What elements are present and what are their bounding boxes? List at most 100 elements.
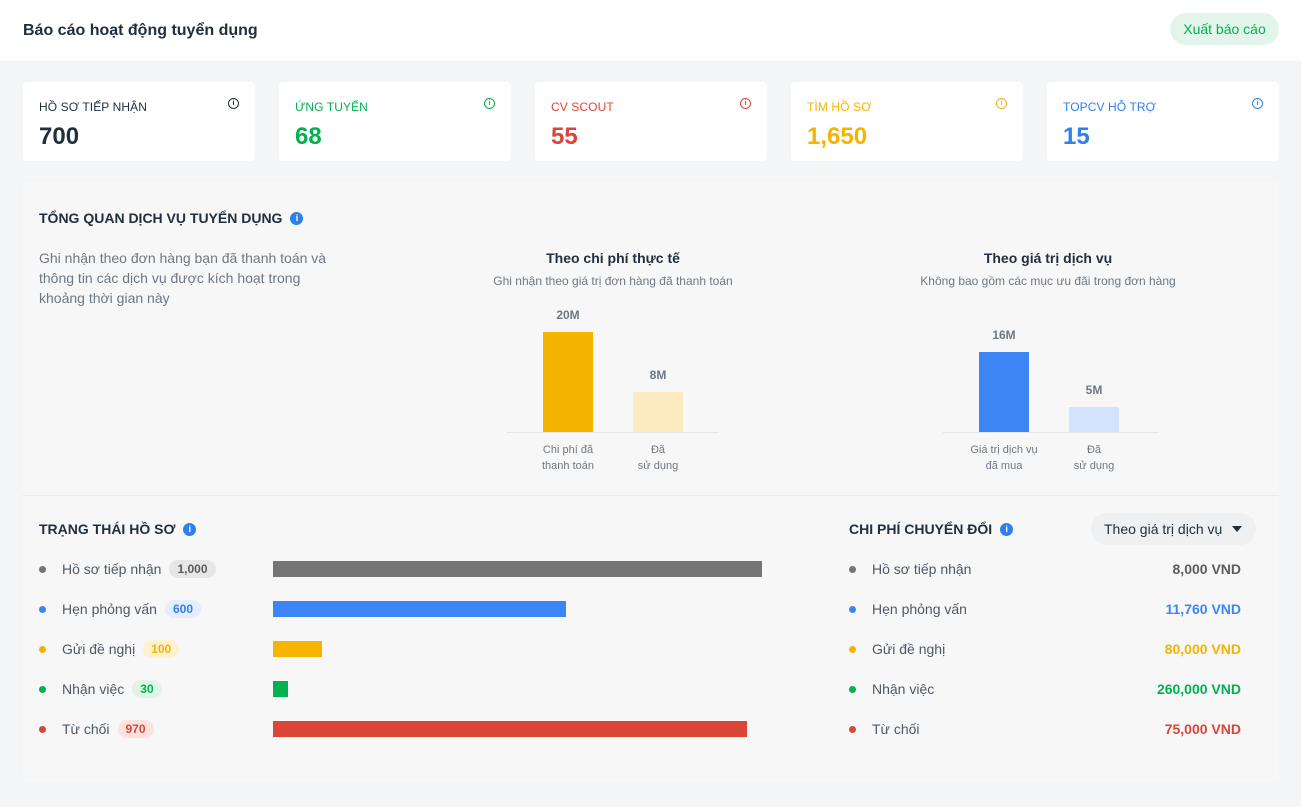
section-divider [23, 495, 1279, 496]
status-dot [39, 565, 46, 573]
status-bar [273, 641, 322, 657]
status-dot [39, 685, 46, 693]
info-icon[interactable]: i [183, 522, 197, 536]
conversion-value: 80,000 VND [1164, 641, 1241, 657]
conversion-label: Nhận việc [872, 681, 935, 697]
list-item: Nhận việc 260,000 VND [849, 679, 1241, 699]
stat-value: 1,650 [807, 123, 868, 150]
status-count-badge: 1,000 [169, 560, 216, 578]
chart-category-label: Chi phí đã [543, 444, 594, 456]
conversion-section-title: CHI PHÍ CHUYỂN ĐỔI i [849, 521, 1014, 537]
chart-subtitle-service-value: Không bao gồm các mục ưu đãi trong đơn h… [920, 274, 1176, 288]
conversion-title-text: CHI PHÍ CHUYỂN ĐỔI [849, 521, 993, 537]
overview-section-title: TỔNG QUAN DỊCH VỤ TUYỂN DỤNG i [39, 210, 304, 226]
actual-cost-chart: 20M Chi phí đã thanh toán 8M Đã sử dụng [507, 308, 719, 472]
chart-title-service-value: Theo giá trị dịch vụ [983, 250, 1113, 266]
info-icon[interactable]: i [484, 98, 495, 109]
chart-bar[interactable] [633, 392, 683, 432]
info-icon[interactable]: i [996, 98, 1007, 109]
status-dot [39, 725, 46, 733]
chart-category-label: Giá trị dịch vụ [970, 444, 1037, 456]
chart-value-label: 8M [650, 368, 667, 382]
chart-bar[interactable] [979, 352, 1029, 432]
status-bar [273, 721, 748, 737]
status-count-badge: 30 [132, 680, 162, 698]
conversion-label: Hồ sơ tiếp nhận [872, 561, 972, 577]
stat-label: HỒ SƠ TIẾP NHẬN [39, 100, 148, 114]
chart-subtitle-actual-cost: Ghi nhận theo giá trị đơn hàng đã thanh … [493, 274, 733, 288]
stat-card-cv-scout: CV SCOUT 55 i [535, 82, 767, 161]
conversion-value: 260,000 VND [1156, 681, 1241, 697]
status-label: Từ chối [62, 721, 110, 737]
status-label: Hồ sơ tiếp nhận [62, 561, 162, 577]
chart-category-label: sử dụng [638, 460, 678, 472]
chart-value-label: 16M [992, 328, 1015, 342]
status-label: Hẹn phỏng vấn [62, 601, 157, 617]
overview-title-text: TỔNG QUAN DỊCH VỤ TUYỂN DỤNG [39, 210, 283, 226]
status-dot [849, 725, 856, 733]
list-item: Nhận việc 30 [39, 679, 162, 699]
status-dot [849, 565, 856, 573]
dropdown-value: Theo giá trị dịch vụ [1104, 521, 1223, 537]
stat-card-received: HỒ SƠ TIẾP NHẬN 700 i [23, 82, 255, 161]
list-item: Gửi đề nghị 80,000 VND [849, 639, 1241, 659]
list-item: Từ chối 970 [39, 719, 154, 739]
status-dot [39, 645, 46, 653]
conversion-value: 75,000 VND [1164, 721, 1241, 737]
conversion-label: Hẹn phỏng vấn [872, 601, 967, 617]
stat-value: 15 [1063, 123, 1090, 150]
status-count-badge: 100 [143, 640, 180, 658]
list-item: Hẹn phỏng vấn 600 [39, 599, 201, 619]
stat-value: 55 [551, 123, 578, 150]
overview-description: Ghi nhận theo đơn hàng bạn đã thanh toán… [39, 250, 327, 306]
chart-category-label: Đã [651, 444, 666, 456]
chart-category-label: thanh toán [542, 460, 594, 472]
status-dot [849, 645, 856, 653]
stat-label: ỨNG TUYỂN [295, 100, 368, 114]
page-title: Báo cáo hoạt động tuyển dụng [23, 22, 258, 39]
stat-label: TOPCV HỖ TRỢ [1063, 100, 1157, 114]
chart-value-label: 20M [556, 308, 579, 322]
stat-card-topcv-support: TOPCV HỖ TRỢ 15 i [1047, 82, 1279, 161]
conversion-mode-dropdown[interactable]: Theo giá trị dịch vụ [1091, 513, 1256, 545]
stat-card-applied: ỨNG TUYỂN 68 i [279, 82, 511, 161]
conversion-label: Gửi đề nghị [872, 641, 946, 657]
status-bar [273, 561, 762, 577]
chart-category-label: sử dụng [1074, 460, 1114, 472]
chart-category-label: Đã [1087, 444, 1102, 456]
chart-value-label: 5M [1086, 383, 1103, 397]
stat-label: TÌM HỒ SƠ [807, 100, 872, 114]
status-label: Gửi đề nghị [62, 641, 136, 657]
status-bar [273, 601, 567, 617]
info-icon[interactable]: i [740, 98, 751, 109]
stat-value: 68 [295, 123, 322, 150]
chart-title-actual-cost: Theo chi phí thực tế [546, 250, 680, 266]
chart-bar[interactable] [543, 332, 593, 432]
stat-card-find-cv: TÌM HỒ SƠ 1,650 i [791, 82, 1023, 161]
list-item: Gửi đề nghị 100 [39, 639, 180, 659]
report-panel: TỔNG QUAN DỊCH VỤ TUYỂN DỤNG i Ghi nhận … [23, 182, 1279, 782]
status-dot [849, 685, 856, 693]
status-title-text: TRẠNG THÁI HỒ SƠ [39, 521, 176, 537]
service-value-chart: 16M Giá trị dịch vụ đã mua 5M Đã sử dụng [943, 328, 1159, 472]
list-item: Hồ sơ tiếp nhận 1,000 [39, 559, 216, 579]
status-count-badge: 600 [164, 600, 201, 618]
conversion-value: 11,760 VND [1165, 601, 1242, 617]
stat-value: 700 [39, 123, 80, 150]
status-count-badge: 970 [117, 720, 154, 738]
list-item: Từ chối 75,000 VND [849, 719, 1241, 739]
list-item: Hồ sơ tiếp nhận 8,000 VND [849, 559, 1241, 579]
chart-bar[interactable] [1069, 407, 1119, 432]
info-icon[interactable]: i [1252, 98, 1263, 109]
conversion-value: 8,000 VND [1172, 561, 1241, 577]
status-dot [849, 605, 856, 613]
conversion-label: Từ chối [872, 721, 920, 737]
caret-down-icon [1232, 526, 1242, 532]
info-icon[interactable]: i [290, 211, 304, 225]
list-item: Hẹn phỏng vấn 11,760 VND [849, 599, 1241, 619]
info-icon[interactable]: i [228, 98, 239, 109]
export-report-button[interactable]: Xuất báo cáo [1170, 13, 1279, 45]
chart-category-label: đã mua [986, 460, 1024, 472]
info-icon[interactable]: i [1000, 522, 1014, 536]
status-section-title: TRẠNG THÁI HỒ SƠ i [39, 521, 197, 537]
